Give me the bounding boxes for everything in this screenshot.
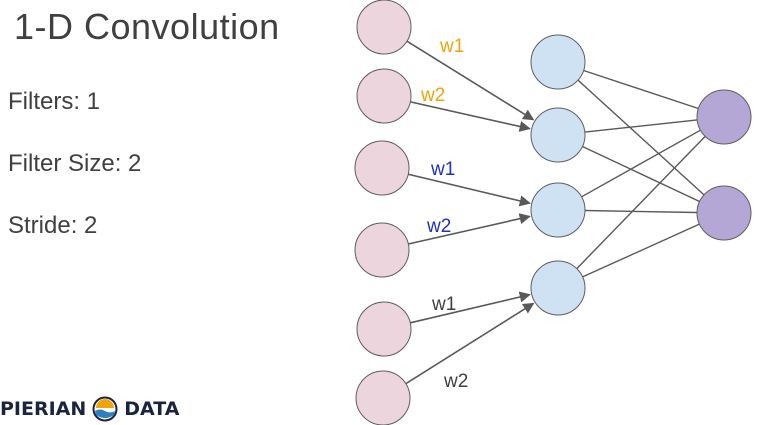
nodes-group (354, 0, 752, 425)
filter-size-label: Filter Size: 2 (8, 150, 142, 177)
pierian-data-logo: PIERIAN DATA (0, 396, 179, 422)
input-node (355, 370, 411, 425)
weight-label: w1 (439, 36, 464, 57)
hidden-node (530, 107, 586, 163)
input-node (356, 68, 412, 124)
output-node (696, 89, 752, 145)
wave-sun-icon (92, 396, 118, 422)
weight-labels-group: w1 w2 w1 w2 w1 w2 (420, 36, 468, 392)
hidden-node (530, 182, 586, 238)
input-to-hidden-edge (405, 302, 535, 385)
hidden-to-output-edge (584, 119, 698, 133)
filters-label: Filters: 1 (8, 88, 101, 115)
edges-group (405, 40, 706, 385)
page-title: 1-D Convolution (14, 6, 280, 47)
input-to-hidden-edge (408, 173, 531, 207)
hidden-to-output-edge (576, 135, 706, 270)
weight-label: w2 (443, 371, 468, 392)
input-to-hidden-edge (410, 291, 531, 324)
input-node (354, 222, 410, 278)
hidden-to-output-edge (583, 69, 699, 110)
hidden-to-output-edge (582, 145, 700, 203)
hidden-node (530, 34, 586, 90)
input-node (356, 0, 412, 55)
input-node (356, 301, 412, 357)
weight-label: w1 (431, 294, 456, 315)
hidden-to-output-edge (582, 223, 700, 278)
hidden-node (530, 260, 586, 316)
logo-right-text: DATA (124, 398, 180, 420)
hidden-to-output-edge (581, 129, 701, 198)
weight-label: w2 (426, 216, 451, 237)
input-to-hidden-edge (410, 101, 531, 132)
weight-label: w1 (430, 159, 455, 180)
weight-label: w2 (420, 85, 445, 106)
hidden-to-output-edge (577, 79, 705, 196)
logo-left-text: PIERIAN (0, 398, 87, 420)
output-node (696, 185, 752, 241)
input-to-hidden-edge (406, 40, 535, 121)
hidden-to-output-edge (584, 209, 698, 214)
stride-label: Stride: 2 (8, 212, 98, 239)
input-to-hidden-edge (408, 213, 531, 245)
input-node (354, 140, 410, 196)
